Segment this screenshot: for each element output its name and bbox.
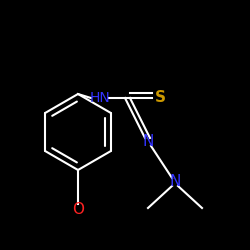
Text: N: N (169, 174, 181, 190)
Text: HN: HN (90, 91, 110, 105)
Text: N: N (142, 134, 154, 150)
Text: O: O (72, 202, 84, 218)
Text: S: S (154, 90, 166, 106)
